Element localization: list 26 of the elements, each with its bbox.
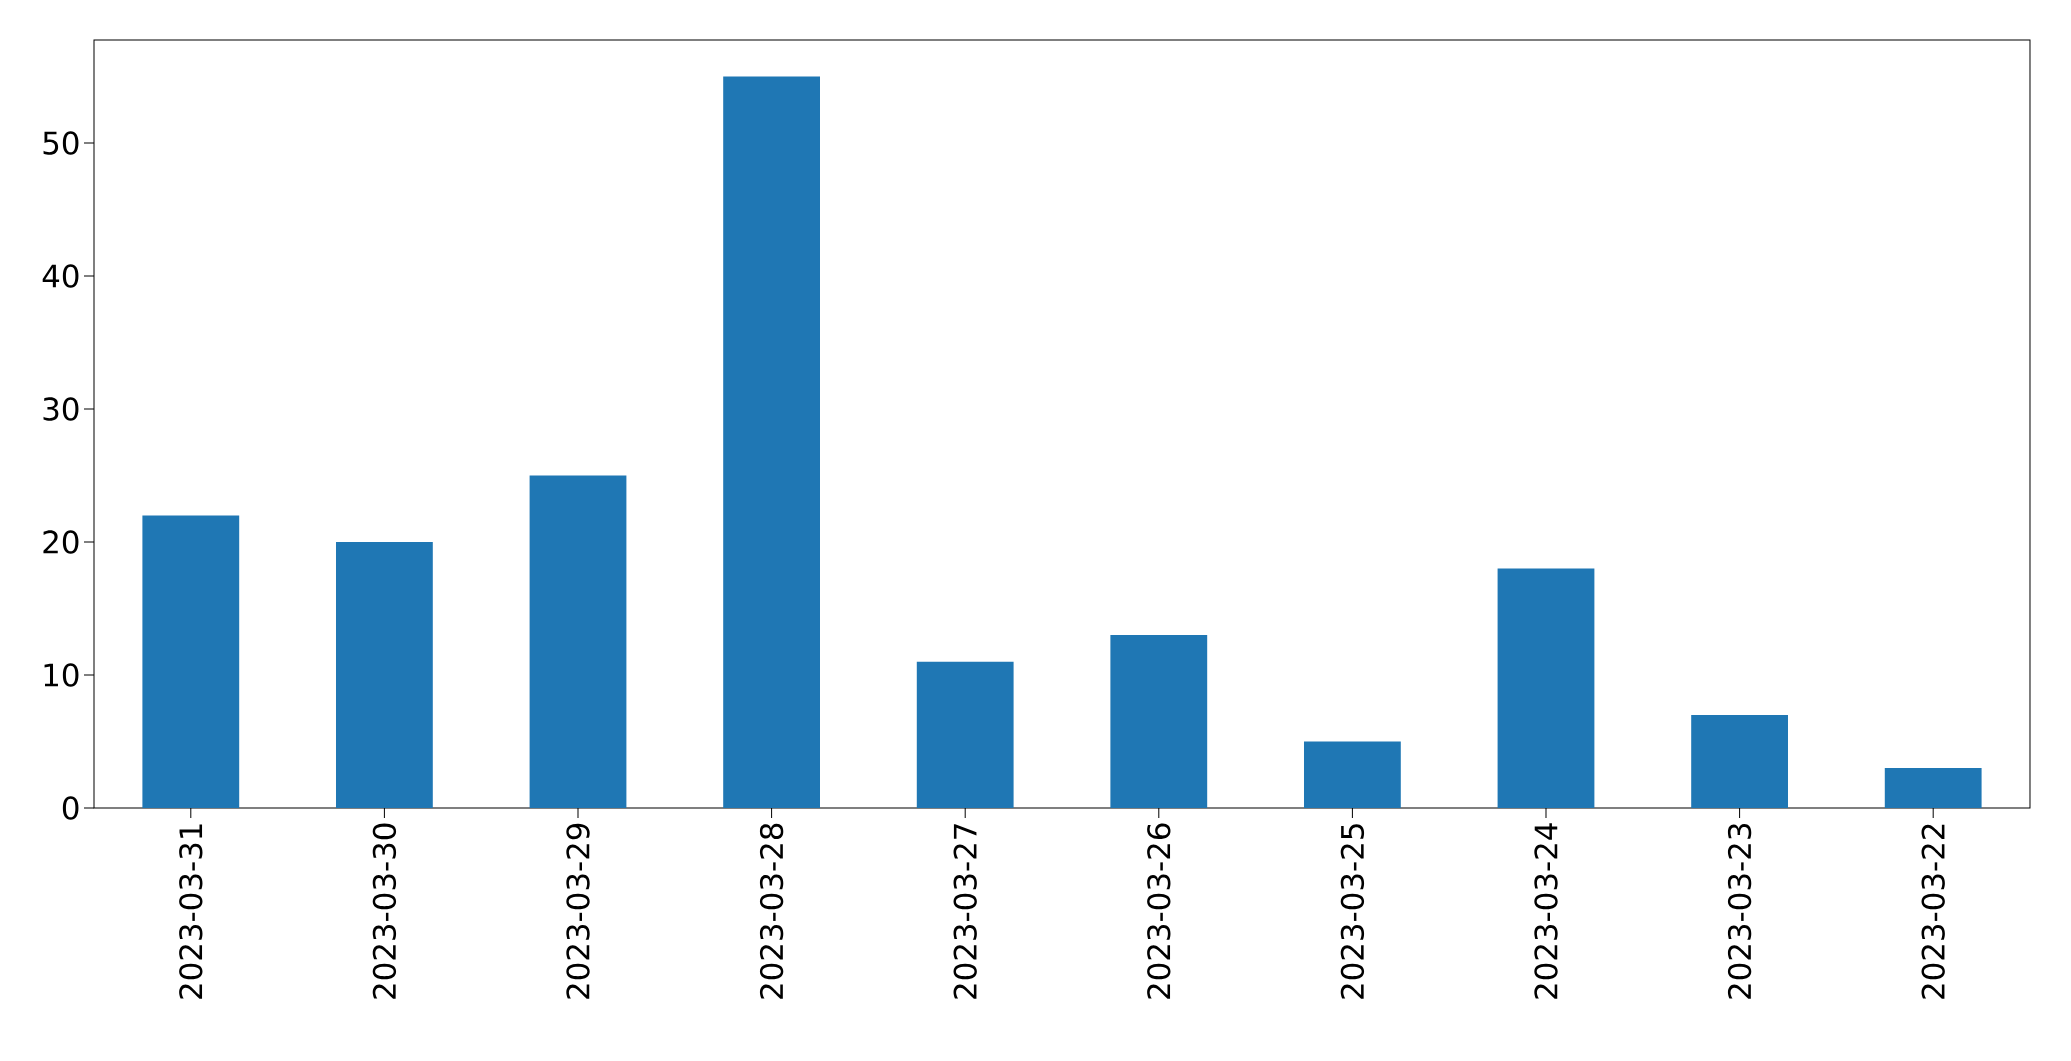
y-tick-label: 10	[44, 663, 79, 687]
x-tick-label: 2023-03-29	[566, 823, 590, 999]
x-tick-label: 2023-03-25	[1340, 824, 1365, 999]
y-tick-label: 50	[43, 131, 79, 155]
y-tick-label: 20	[43, 530, 79, 554]
y-tick-label: 40	[42, 264, 79, 288]
bar	[1691, 714, 1788, 808]
bar	[529, 475, 627, 808]
bar	[336, 542, 433, 808]
x-tick-label: 2023-03-23	[1727, 824, 1752, 999]
bar	[1497, 568, 1595, 808]
x-tick-label: 2023-03-28	[759, 823, 784, 999]
x-tick-label: 2023-03-31	[179, 824, 203, 999]
bar	[723, 76, 820, 808]
bar	[1303, 741, 1401, 808]
bar	[1884, 768, 1982, 808]
x-tick-label: 2023-03-24	[1534, 823, 1558, 999]
y-tick-label: 30	[43, 397, 79, 421]
y-tick-label: 0	[62, 796, 79, 820]
bar	[1110, 635, 1208, 808]
bar	[916, 661, 1014, 808]
x-tick-label: 2023-03-26	[1147, 823, 1171, 999]
x-tick-label: 2023-03-30	[372, 823, 397, 999]
x-tick-label: 2023-03-27	[953, 824, 977, 999]
x-tick-label: 2023-03-22	[1921, 824, 1945, 999]
bar	[142, 515, 240, 808]
